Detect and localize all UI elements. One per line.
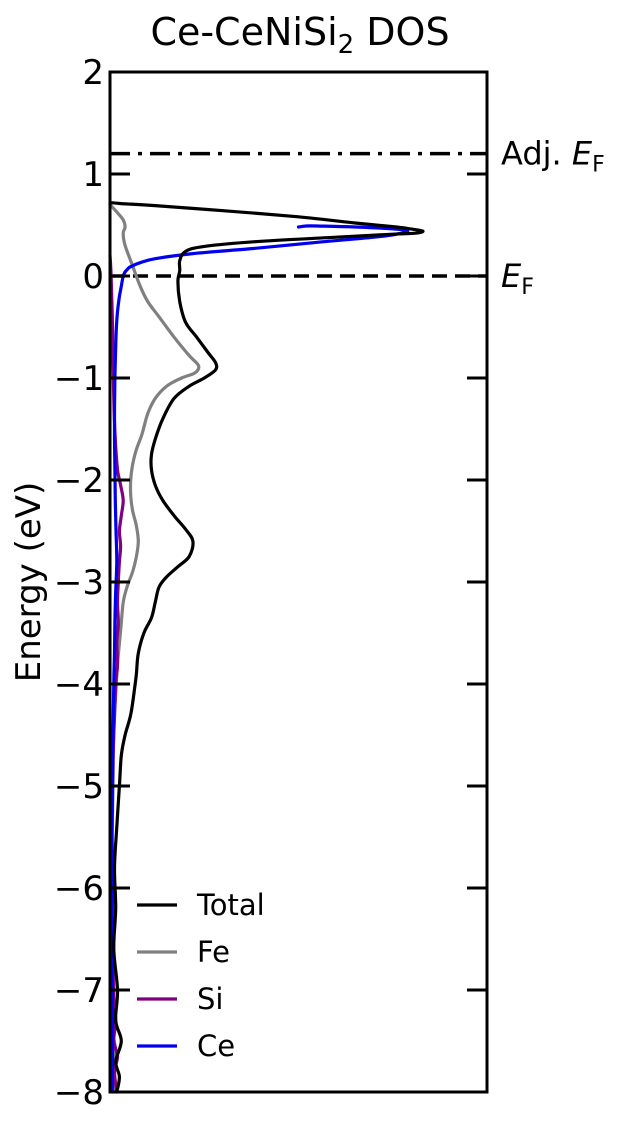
chart-title-subscript: 2 [338,30,355,60]
series-lines [108,201,425,1094]
y-tick-label: 2 [82,53,104,93]
y-tick-label: −4 [54,665,104,705]
y-tick-label: 0 [82,257,104,297]
y-axis-ticks: 2 1 0 −1 −2 −3 −4 −5 −6 −7 −8 [54,53,487,1113]
series-line-ce-lower [110,270,127,1094]
legend-entry: Total [196,888,265,922]
reference-line-label: EF [501,257,534,300]
y-tick-label: −1 [54,359,104,399]
y-tick-label: −3 [54,563,104,603]
series-line-ce [123,224,410,274]
series-line-total [108,201,425,1094]
legend-entry: Si [197,982,223,1016]
legend-entry: Ce [197,1029,235,1063]
y-tick-label: 1 [82,155,104,195]
reference-label-symbol: E [572,135,593,173]
legend: Total Fe Si Ce [137,888,265,1063]
plot-frame [108,70,489,1094]
reference-line-label: Adj. EF [501,135,605,178]
y-tick-label: −2 [54,461,104,501]
y-tick-label: −7 [54,971,104,1011]
reference-label-symbol: E [501,257,522,295]
y-axis-label: Energy (eV) [9,482,49,683]
legend-entry: Fe [197,935,230,969]
chart-title: Ce-CeNiSi2 DOS [150,10,449,60]
y-tick-label: −8 [54,1073,104,1113]
reference-label-subscript: F [521,275,534,300]
y-tick-label: −6 [54,869,104,909]
chart-title-suffix: DOS [354,10,449,54]
series-line-fe [108,203,201,1094]
y-tick-label: −5 [54,767,104,807]
reference-label-text: Adj. [501,135,572,173]
reference-label-subscript: F [592,153,605,178]
